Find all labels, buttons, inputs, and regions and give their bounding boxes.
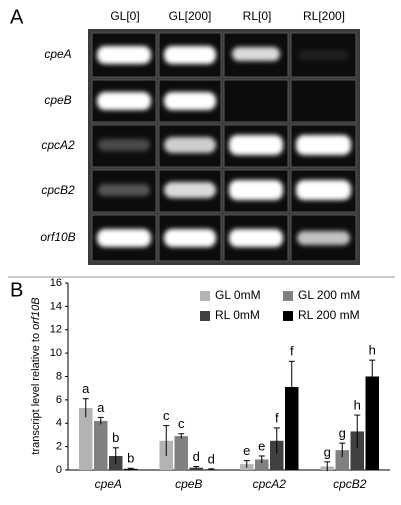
significance-letter: b (127, 451, 134, 466)
row-label: orf10B (40, 230, 75, 244)
significance-letter: f (290, 344, 294, 359)
significance-letter: e (243, 443, 250, 458)
legend-label: GL 0mM (215, 288, 261, 302)
significance-letter: a (82, 381, 90, 396)
bar (79, 408, 93, 470)
significance-letter: b (112, 430, 119, 445)
bar (270, 440, 284, 470)
row-label: cpcB2 (41, 183, 75, 197)
significance-letter: e (258, 438, 265, 453)
significance-letter: d (208, 451, 215, 466)
bar (350, 431, 364, 470)
y-tick-label: 8 (56, 370, 62, 382)
y-tick-label: 16 (50, 277, 62, 289)
legend-label: GL 200 mM (298, 288, 360, 302)
bar (335, 450, 349, 470)
y-tick-label: 14 (50, 300, 62, 312)
column-label: GL[200] (169, 9, 212, 23)
row-label: cpeB (44, 93, 71, 107)
significance-letter: c (163, 408, 170, 423)
legend-label: RL 200 mM (298, 308, 360, 322)
legend-swatch (283, 291, 293, 301)
x-tick-label: cpcB2 (333, 477, 367, 491)
legend-label: RL 0mM (215, 308, 260, 322)
bar (174, 436, 188, 470)
y-tick-label: 12 (50, 324, 62, 336)
bar (365, 376, 379, 470)
significance-letter: h (369, 343, 376, 358)
y-axis-label: transcript level relative to orf10B (30, 297, 42, 454)
bar (285, 387, 299, 470)
column-label: GL[0] (110, 9, 139, 23)
significance-letter: g (324, 444, 331, 459)
significance-letter: a (97, 400, 105, 415)
x-tick-label: cpeA (95, 477, 122, 491)
y-label-gene: orf10B (30, 297, 42, 329)
y-tick-label: 4 (56, 417, 62, 429)
bar (255, 459, 269, 470)
x-tick-label: cpeB (175, 477, 202, 491)
row-label: cpcA2 (41, 138, 75, 152)
y-tick-label: 10 (50, 347, 62, 359)
gel (88, 29, 360, 265)
legend-swatch (283, 311, 293, 321)
y-tick-label: 0 (56, 464, 62, 476)
column-label: RL[200] (303, 9, 345, 23)
legend-swatch (200, 291, 210, 301)
bar (94, 420, 108, 470)
panel-label: A (10, 6, 24, 28)
significance-letter: f (275, 410, 279, 425)
column-label: RL[0] (243, 9, 272, 23)
significance-letter: c (178, 416, 185, 431)
y-tick-label: 2 (56, 441, 62, 453)
x-tick-label: cpcA2 (253, 477, 287, 491)
significance-letter: d (193, 449, 200, 464)
panel-label: B (10, 279, 23, 301)
legend-swatch (200, 311, 210, 321)
significance-letter: g (339, 426, 346, 441)
y-label-text: transcript level relative to (30, 333, 42, 455)
row-label: cpeA (44, 47, 71, 61)
significance-letter: h (354, 398, 361, 413)
y-tick-label: 6 (56, 394, 62, 406)
